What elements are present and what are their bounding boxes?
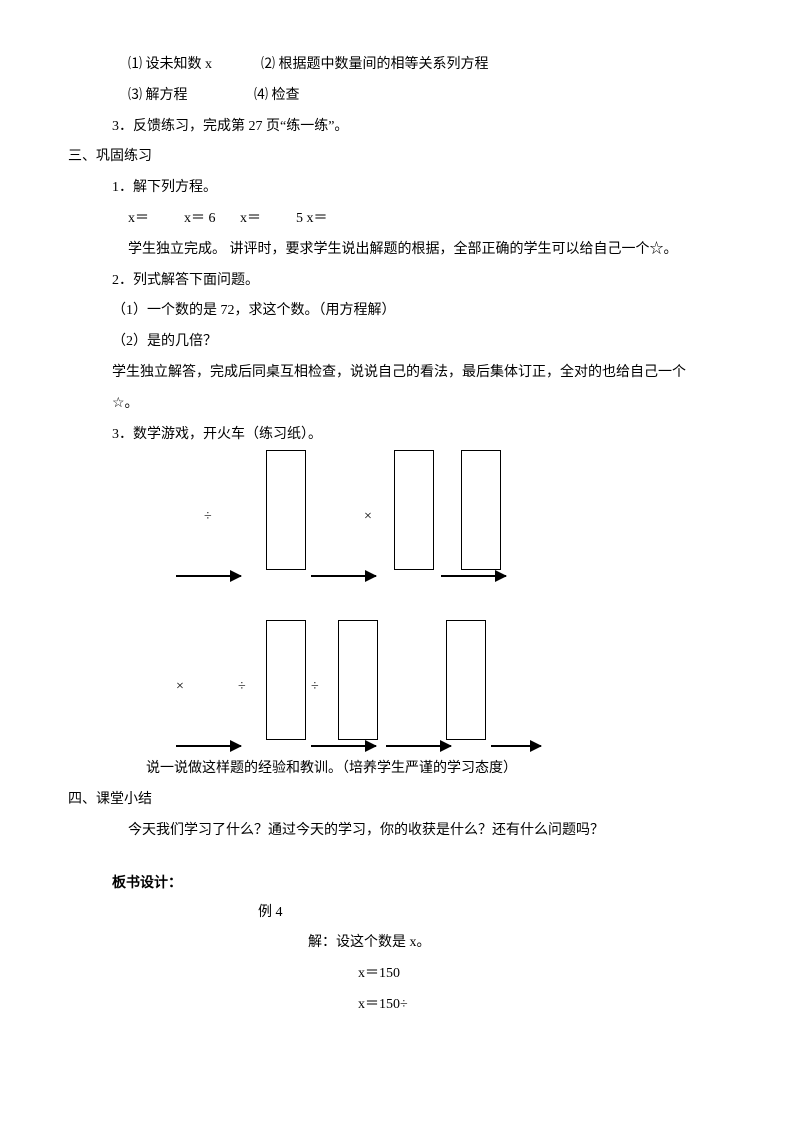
board-line-1: 解：设这个数是 x。: [98, 928, 702, 959]
steps-row-1: ⑴ 设未知数 x ⑵ 根据题中数量间的相等关系列方程: [98, 50, 702, 81]
arrow-icon: [311, 575, 376, 577]
diagram-box: [461, 450, 501, 570]
spacer: [98, 847, 702, 867]
step-3: ⑶ 解方程: [128, 88, 188, 103]
p3-title: 3．数学游戏，开火车（练习纸）。: [98, 420, 702, 451]
steps-row-2: ⑶ 解方程 ⑷ 检查: [98, 81, 702, 112]
p2-title: 2．列式解答下面问题。: [98, 266, 702, 297]
train-diagram-1: ÷×: [146, 450, 702, 600]
arrow-icon: [386, 745, 451, 747]
document-page: ⑴ 设未知数 x ⑵ 根据题中数量间的相等关系列方程 ⑶ 解方程 ⑷ 检查 3．…: [0, 0, 800, 1132]
board-line-2: x＝150: [98, 959, 702, 990]
step-1: ⑴ 设未知数 x: [128, 57, 212, 72]
train-diagram-2: × ÷ ÷: [146, 620, 702, 760]
diagram-box: [338, 620, 378, 740]
p2-sub2: （2）是的几倍？: [98, 327, 702, 358]
p2-note2: ☆。: [98, 389, 702, 420]
diagram-box: [266, 620, 306, 740]
operator-symbol: ÷: [311, 672, 319, 703]
section-4-title: 四、课堂小结: [68, 785, 702, 816]
p1-title: 1．解下列方程。: [98, 173, 702, 204]
p2-sub1: （1）一个数的是 72，求这个数。（用方程解）: [98, 296, 702, 327]
p2-note1: 学生独立解答，完成后同桌互相检查，说说自己的看法，最后集体订正，全对的也给自己一…: [98, 358, 702, 389]
p1-equations: x＝ x＝ 6 x＝ 5 x＝: [98, 204, 702, 235]
arrow-icon: [176, 575, 241, 577]
board-example: 例 4: [98, 898, 702, 929]
operator-symbol: ×: [176, 672, 184, 703]
step-2: ⑵ 根据题中数量间的相等关系列方程: [261, 57, 489, 72]
diagram-box: [446, 620, 486, 740]
operator-symbol: ÷: [204, 502, 212, 533]
feedback-line: 3．反馈练习，完成第 27 页“练一练”。: [98, 112, 702, 143]
arrow-icon: [311, 745, 376, 747]
operator-symbol: ÷: [238, 672, 246, 703]
diagram-box: [266, 450, 306, 570]
diagram-box: [394, 450, 434, 570]
operator-symbol: ×: [364, 502, 372, 533]
arrow-icon: [441, 575, 506, 577]
board-line-3: x＝150÷: [98, 990, 702, 1021]
arrow-icon: [491, 745, 541, 747]
arrow-icon: [176, 745, 241, 747]
p1-note: 学生独立完成。 讲评时，要求学生说出解题的根据，全部正确的学生可以给自己一个☆。: [98, 235, 702, 266]
section-4-text: 今天我们学习了什么？通过今天的学习，你的收获是什么？还有什么问题吗？: [98, 816, 702, 847]
board-design-title: 板书设计：: [98, 867, 702, 898]
section-3-title: 三、巩固练习: [68, 142, 702, 173]
step-4: ⑷ 检查: [254, 88, 300, 103]
